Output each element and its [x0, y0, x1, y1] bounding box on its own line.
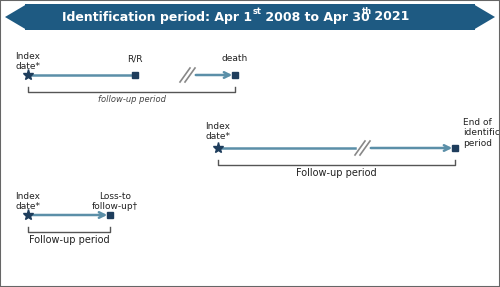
- Text: Follow-up period: Follow-up period: [296, 168, 377, 178]
- Text: 2021: 2021: [370, 11, 410, 24]
- Text: Index
date*: Index date*: [16, 52, 40, 71]
- Text: st: st: [253, 7, 262, 16]
- Polygon shape: [5, 4, 27, 30]
- Text: 2008 to Apr 30: 2008 to Apr 30: [261, 11, 370, 24]
- Text: Index
date*: Index date*: [206, 122, 231, 141]
- Text: Follow-up period: Follow-up period: [28, 235, 110, 245]
- Text: follow-up period: follow-up period: [98, 95, 166, 104]
- Polygon shape: [473, 4, 495, 30]
- Text: R/R: R/R: [127, 54, 143, 63]
- Text: Index
date*: Index date*: [16, 192, 40, 212]
- Text: Loss-to
follow-up†: Loss-to follow-up†: [92, 192, 138, 212]
- Text: Identification period: Apr 1: Identification period: Apr 1: [62, 11, 252, 24]
- FancyBboxPatch shape: [25, 4, 475, 30]
- Text: th: th: [362, 7, 372, 16]
- Text: death: death: [222, 54, 248, 63]
- Text: End of
identification
period: End of identification period: [463, 118, 500, 148]
